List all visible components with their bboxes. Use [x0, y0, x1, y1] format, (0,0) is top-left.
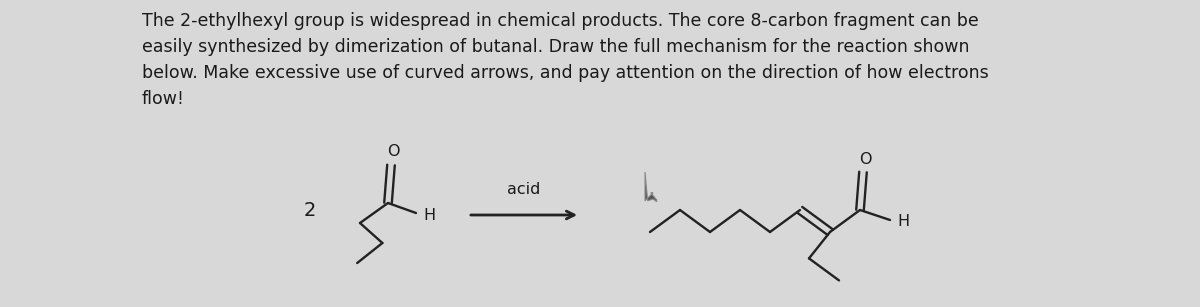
Text: acid: acid: [508, 182, 541, 197]
Text: The 2-ethylhexyl group is widespread in chemical products. The core 8-carbon fra: The 2-ethylhexyl group is widespread in …: [142, 12, 989, 108]
Text: H: H: [422, 208, 436, 223]
Text: O: O: [859, 151, 871, 166]
Polygon shape: [646, 172, 656, 202]
Text: 2: 2: [304, 200, 316, 220]
Text: O: O: [386, 145, 400, 160]
Text: H: H: [896, 215, 910, 230]
